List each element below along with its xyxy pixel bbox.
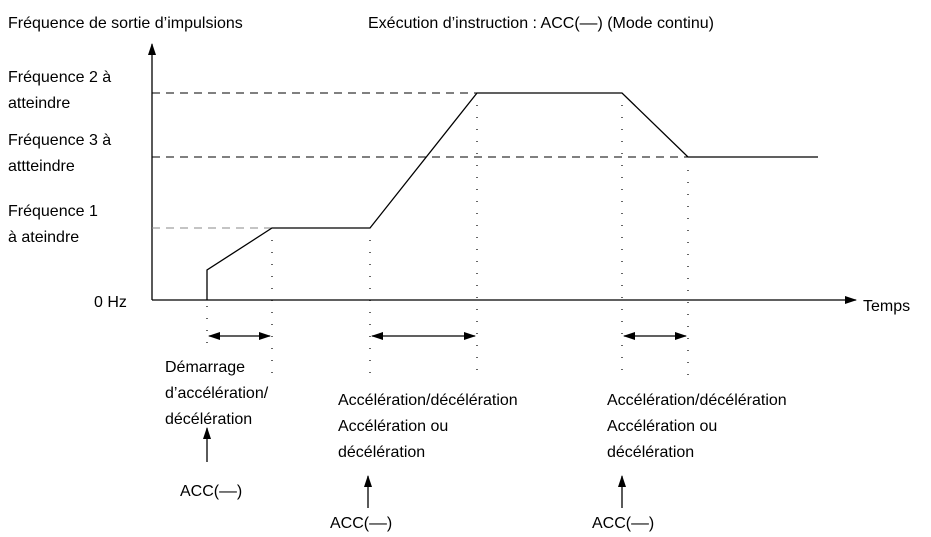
- level-label: Fréquence 1: [8, 203, 98, 220]
- x-axis-title: Temps: [863, 298, 910, 315]
- phase-label: Accélération ou: [607, 418, 717, 435]
- phase-label: Accélération/décélération: [338, 392, 518, 409]
- labels: Fréquence 2 à atteindre Fréquence 3 à attte…: [8, 69, 787, 532]
- trigger-label: ACC(––): [330, 515, 392, 532]
- phase-label: Démarrage: [165, 359, 245, 376]
- trigger-label: ACC(––): [592, 515, 654, 532]
- level-label: Fréquence 3 à: [8, 132, 111, 149]
- phase-label: décélération: [338, 444, 425, 461]
- phase-label: décélération: [165, 411, 252, 428]
- level-label: Fréquence 2 à: [8, 69, 111, 86]
- phase-label: Accélération/décélération: [607, 392, 787, 409]
- phase-label: décélération: [607, 444, 694, 461]
- title: Exécution d’instruction : ACC(––) (Mode …: [368, 15, 714, 32]
- phase-label: d’accélération/: [165, 385, 269, 402]
- level-label: à ateindre: [8, 229, 79, 246]
- y-axis-title: Fréquence de sortie d’impulsions: [8, 15, 243, 32]
- guides: [206, 105, 689, 380]
- phase-label: Accélération ou: [338, 418, 448, 435]
- frequency-curve: [206, 92, 818, 300]
- trigger-arrows: [203, 427, 626, 508]
- level-label: atteindre: [8, 95, 70, 112]
- level-label: 0 Hz: [94, 294, 127, 311]
- level-label: attteindre: [8, 158, 75, 175]
- trigger-label: ACC(––): [180, 483, 242, 500]
